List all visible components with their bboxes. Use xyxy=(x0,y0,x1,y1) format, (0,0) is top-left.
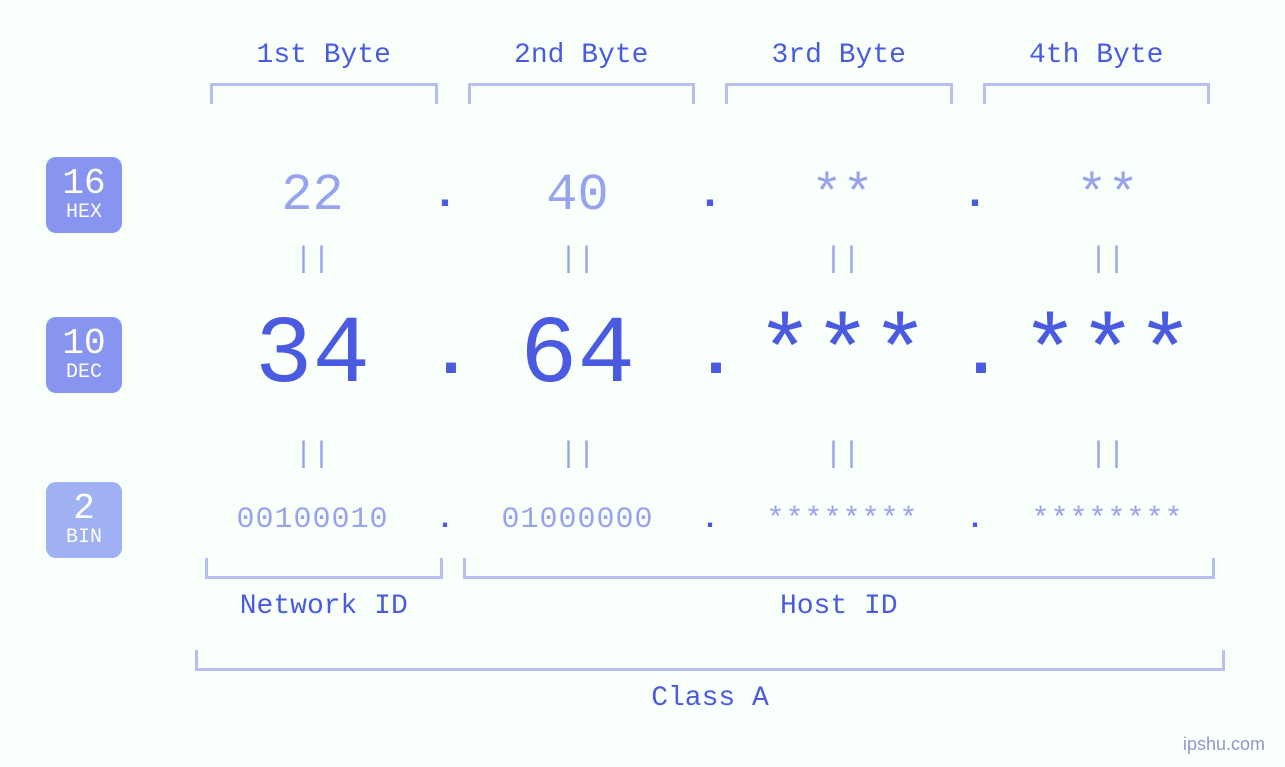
hex-byte-2: 40 xyxy=(460,166,695,225)
bin-sep-2: . xyxy=(695,503,725,537)
dec-byte-1: 34 xyxy=(195,301,430,410)
byte-label-2: 2nd Byte xyxy=(453,40,711,71)
byte-header-1: 1st Byte xyxy=(195,40,453,104)
hex-sep-3: . xyxy=(960,170,990,220)
bracket-top-2 xyxy=(468,83,696,104)
bin-data: 00100010 . 01000000 . ******** . *******… xyxy=(195,480,1225,560)
network-id-bracket: Network ID xyxy=(195,558,453,622)
byte-header-2: 2nd Byte xyxy=(453,40,711,104)
dec-byte-4: *** xyxy=(990,301,1225,410)
badge-hex-txt: HEX xyxy=(46,202,122,223)
diagram-container: 1st Byte 2nd Byte 3rd Byte 4th Byte 16 H… xyxy=(0,0,1285,767)
row-bin: 2 BIN 00100010 . 01000000 . ******** . *… xyxy=(0,480,1285,560)
watermark: ipshu.com xyxy=(1183,734,1265,755)
dec-sep-2: . xyxy=(695,316,725,395)
row-eq-dec-bin: || || || || xyxy=(0,435,1285,475)
dec-byte-3: *** xyxy=(725,301,960,410)
row-dec: 10 DEC 34 . 64 . *** . *** xyxy=(0,300,1285,410)
hex-data: 22 . 40 . ** . ** xyxy=(195,150,1225,240)
row-eq-hex-dec: || || || || xyxy=(0,240,1285,280)
dec-byte-2: 64 xyxy=(460,301,695,410)
eq-1-4: || xyxy=(990,243,1225,277)
eq-1-3: || xyxy=(725,243,960,277)
badge-dec-num: 10 xyxy=(46,325,122,363)
network-id-label: Network ID xyxy=(195,591,453,622)
badge-hex-num: 16 xyxy=(46,165,122,203)
hex-byte-4: ** xyxy=(990,166,1225,225)
byte-header-4: 4th Byte xyxy=(968,40,1226,104)
eq-2-4: || xyxy=(990,438,1225,472)
hex-sep-2: . xyxy=(695,170,725,220)
bracket-top-3 xyxy=(725,83,953,104)
badge-dec: 10 DEC xyxy=(46,317,122,394)
bracket-top-1 xyxy=(210,83,438,104)
badge-bin-num: 2 xyxy=(46,490,122,528)
byte-label-1: 1st Byte xyxy=(195,40,453,71)
eq-2-1: || xyxy=(195,438,430,472)
hex-byte-1: 22 xyxy=(195,166,430,225)
host-id-label: Host ID xyxy=(453,591,1226,622)
bracket-top-4 xyxy=(983,83,1211,104)
hex-byte-3: ** xyxy=(725,166,960,225)
eq-1-2: || xyxy=(460,243,695,277)
eq-2-3: || xyxy=(725,438,960,472)
eq-1-1: || xyxy=(195,243,430,277)
class-bracket-line xyxy=(195,650,1225,671)
header-row: 1st Byte 2nd Byte 3rd Byte 4th Byte xyxy=(195,40,1225,104)
byte-label-3: 3rd Byte xyxy=(710,40,968,71)
badge-hex: 16 HEX xyxy=(46,157,122,234)
badge-bin: 2 BIN xyxy=(46,482,122,559)
class-label: Class A xyxy=(195,683,1225,714)
bin-byte-3: ******** xyxy=(725,503,960,537)
dec-sep-1: . xyxy=(430,316,460,395)
badge-dec-txt: DEC xyxy=(46,362,122,383)
dec-data: 34 . 64 . *** . *** xyxy=(195,300,1225,410)
bin-byte-2: 01000000 xyxy=(460,503,695,537)
host-id-bracket: Host ID xyxy=(453,558,1226,622)
bin-byte-4: ******** xyxy=(990,503,1225,537)
byte-label-4: 4th Byte xyxy=(968,40,1226,71)
hex-sep-1: . xyxy=(430,170,460,220)
bin-sep-3: . xyxy=(960,503,990,537)
dec-sep-3: . xyxy=(960,316,990,395)
bin-byte-1: 00100010 xyxy=(195,503,430,537)
eq-2-2: || xyxy=(460,438,695,472)
row-hex: 16 HEX 22 . 40 . ** . ** xyxy=(0,150,1285,240)
badge-bin-txt: BIN xyxy=(46,527,122,548)
class-bracket: Class A xyxy=(195,650,1225,714)
byte-header-3: 3rd Byte xyxy=(710,40,968,104)
network-id-bracket-line xyxy=(205,558,443,579)
id-brackets: Network ID Host ID xyxy=(195,558,1225,622)
bin-sep-1: . xyxy=(430,503,460,537)
host-id-bracket-line xyxy=(463,558,1216,579)
